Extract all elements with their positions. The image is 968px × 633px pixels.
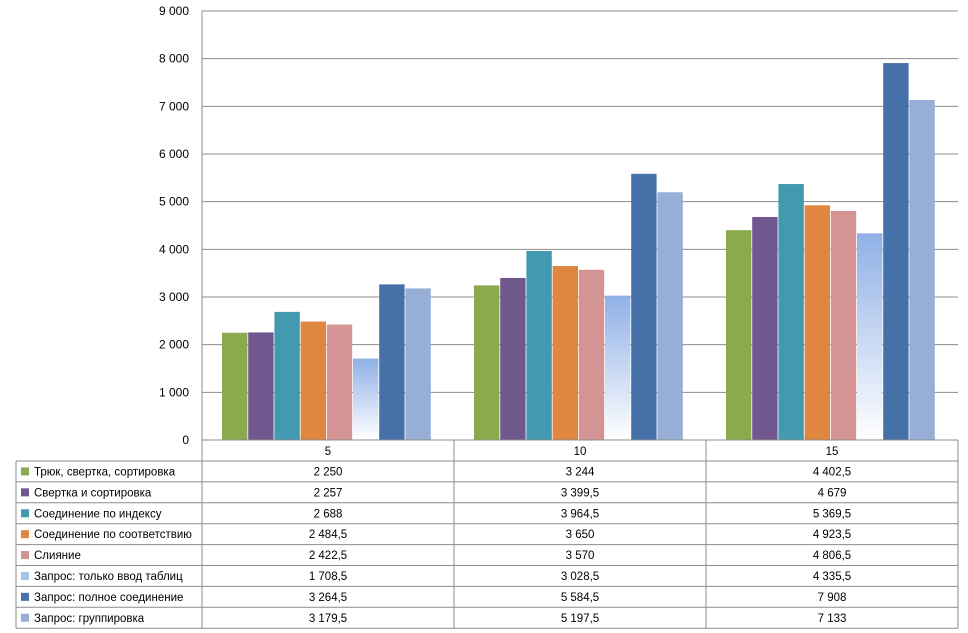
bar (752, 216, 778, 440)
bar (883, 63, 909, 441)
y-tick-label: 0 (182, 433, 189, 447)
table-cell-value: 4 679 (818, 487, 847, 499)
table-cell-value: 2 484,5 (309, 529, 347, 541)
bar (657, 192, 683, 440)
bar (578, 269, 605, 440)
bar (804, 205, 830, 440)
bar (500, 277, 526, 440)
y-tick-label: 8 000 (159, 52, 189, 66)
table-cell-value: 2 250 (314, 466, 343, 478)
y-tick-label: 4 000 (159, 242, 189, 256)
bar (631, 173, 657, 440)
legend-swatch (21, 509, 29, 518)
bar (778, 184, 804, 440)
table-cell-value: 3 179,5 (309, 613, 347, 625)
x-tick-label: 10 (574, 446, 587, 458)
table-cell-value: 1 708,5 (309, 571, 347, 583)
axes: 0 1 000 2 000 3 000 4 000 5 000 6 000 7 000 8 00… (159, 4, 203, 447)
table-cell-value: 4 806,5 (813, 550, 851, 562)
legend-swatch (21, 592, 29, 601)
legend-label: Трюк, свертка, сортировка (34, 466, 176, 478)
bar (909, 99, 935, 441)
table-cell-value: 5 197,5 (561, 613, 599, 625)
y-tick-label: 6 000 (159, 147, 189, 161)
table-cell-value: 3 264,5 (309, 592, 347, 604)
table-cell-value: 4 402,5 (813, 466, 851, 478)
legend-label: Соединение по соответствию (34, 529, 192, 541)
legend-swatch (21, 571, 29, 580)
table-cell-value: 3 244 (566, 466, 595, 478)
legend-label: Слияние (34, 550, 81, 562)
y-tick-label: 9 000 (159, 4, 189, 18)
legend-swatch (21, 467, 29, 476)
x-tick-label: 5 (325, 446, 331, 458)
bar (726, 230, 752, 440)
legend-swatch (21, 530, 29, 539)
bar (300, 321, 326, 440)
y-tick-label: 7 000 (159, 99, 189, 113)
bar (605, 295, 631, 440)
table-cell-value: 4 923,5 (813, 529, 851, 541)
y-tick-label: 3 000 (159, 290, 189, 304)
bar (552, 266, 578, 440)
legend-swatch (21, 551, 29, 560)
legend-label: Запрос: группировка (34, 613, 145, 625)
table-cell-value: 2 688 (314, 508, 343, 520)
table-cell-value: 7 908 (818, 592, 847, 604)
table-cell-value: 3 964,5 (561, 508, 599, 520)
legend-label: Свертка и сортировка (34, 487, 152, 499)
y-tick-label: 5 000 (159, 195, 189, 209)
bars (222, 63, 935, 441)
table-cell-value: 5 369,5 (813, 508, 851, 520)
bar (474, 285, 500, 440)
bar (326, 324, 353, 440)
bar (830, 210, 857, 440)
table-cell-value: 3 028,5 (561, 571, 599, 583)
table-cell-value: 4 335,5 (813, 571, 851, 583)
y-tick-label: 2 000 (159, 338, 189, 352)
table-cell-value: 2 422,5 (309, 550, 347, 562)
legend-label: Запрос: только ввод таблиц (34, 571, 183, 583)
legend-swatch (21, 488, 29, 497)
legend-label: Запрос: полное соединение (34, 592, 183, 604)
bar (857, 233, 883, 440)
bar (353, 358, 379, 440)
table-cell-value: 5 584,5 (561, 592, 599, 604)
bar (222, 332, 248, 440)
table-cell-value: 3 650 (566, 529, 595, 541)
legend-label: Соединение по индексу (34, 508, 162, 520)
table-cell-value: 2 257 (314, 487, 343, 499)
bar (274, 311, 300, 440)
x-tick-label: 15 (826, 446, 839, 458)
bar (405, 288, 431, 440)
bar (248, 332, 274, 440)
table-cell-value: 3 399,5 (561, 487, 599, 499)
legend-swatch (21, 613, 29, 622)
data-table: 5 10 15 Трюк, свертка, сортировка 2 250 3 244… (15, 439, 959, 629)
bar (526, 251, 552, 440)
table-cell-value: 3 570 (566, 550, 595, 562)
table-cell-value: 7 133 (818, 613, 847, 625)
y-tick-label: 1 000 (159, 385, 189, 399)
bar (379, 284, 405, 440)
